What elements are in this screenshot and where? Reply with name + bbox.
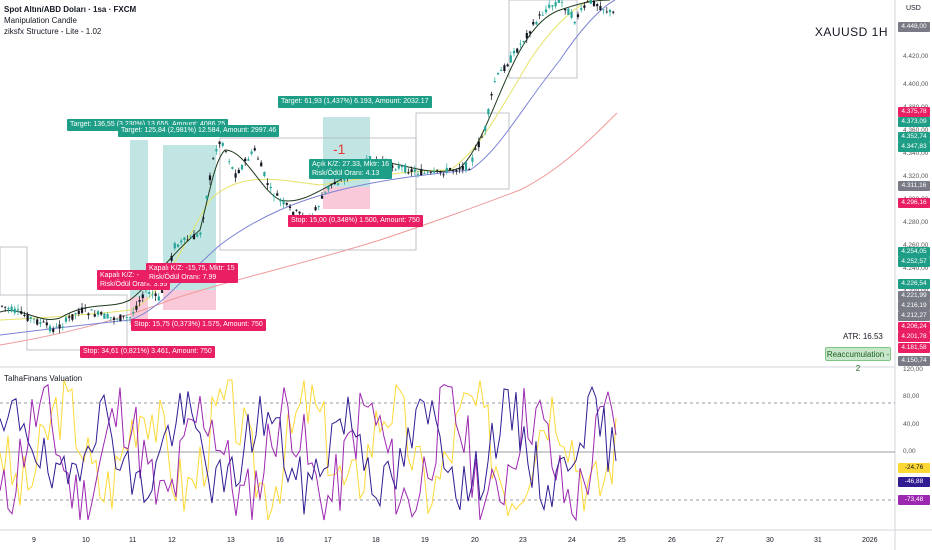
risk-reward-text: Risk/Ödül Oranı: 4.13 [312, 170, 380, 177]
price-label: 4.206,24 [898, 322, 930, 332]
time-tick: 12 [168, 537, 176, 544]
closed-pnl-text: Kapalı K/Z: - [100, 272, 139, 279]
price-label: 4.254,05 [898, 247, 930, 257]
closed-pnl-label-2[interactable]: Kapalı K/Z: -15,75, Mktr: 15 Risk/Ödül O… [146, 263, 238, 283]
price-label: 4.311,16 [898, 181, 930, 191]
time-tick: 19 [421, 537, 429, 544]
closed-pnl-text: Kapalı K/Z: -15,75, Mktr: 15 [149, 265, 235, 272]
stop-zone-3 [323, 187, 370, 209]
price-label: 4.181,58 [898, 343, 930, 353]
time-tick: 24 [568, 537, 576, 544]
target-zone-1 [130, 140, 148, 297]
risk-reward-text: Risk/Ödül Oranı: 3.95 [100, 281, 168, 288]
oscillator-tick: 40,00 [903, 421, 920, 428]
price-tick: 4.360,00 [903, 127, 929, 134]
price-tick: 4.260,00 [903, 242, 929, 249]
price-label: 4.347,83 [898, 142, 930, 152]
structure-count-label: -1 [333, 141, 346, 157]
ema-blue-line [0, 0, 616, 336]
price-label: 4.252,57 [898, 257, 930, 267]
time-tick: 30 [766, 537, 774, 544]
price-label: 4.448,00 [898, 22, 930, 32]
candlesticks [0, 0, 615, 335]
time-tick: 31 [814, 537, 822, 544]
price-label: 4.352,74 [898, 132, 930, 142]
currency-label: USD [906, 5, 921, 12]
price-tick: 4.280,00 [903, 219, 929, 226]
oscillator-value-label: -46,88 [898, 477, 930, 487]
time-tick: 26 [668, 537, 676, 544]
time-tick: 25 [618, 537, 626, 544]
price-tick: 4.420,00 [903, 53, 929, 60]
price-label: 4.201,78 [898, 332, 930, 342]
time-tick: 10 [82, 537, 90, 544]
ema-fast-line [0, 0, 611, 320]
time-tick: 18 [372, 537, 380, 544]
price-label: 4.150,74 [898, 356, 930, 366]
price-label: 4.375,78 [898, 107, 930, 117]
oscillator-tick: 80,00 [903, 393, 920, 400]
target-label-2[interactable]: Target: 125,84 (2,981%) 12.584, Amount: … [118, 125, 280, 137]
time-tick: 17 [324, 537, 332, 544]
price-tick: 4.400,00 [903, 81, 929, 88]
symbol-watermark: XAUUSD 1H [814, 25, 888, 39]
open-pnl-text: Açık K/Z: 27.33, Mktr: 16 [312, 161, 390, 168]
oscillator-tick: 120,00 [903, 366, 923, 373]
price-tick: 4.320,00 [903, 173, 929, 180]
ema-yellow-line [0, 0, 591, 321]
price-tick: 4.340,00 [903, 150, 929, 157]
time-tick: 27 [716, 537, 724, 544]
price-label: 4.221,99 [898, 291, 930, 301]
price-tick: 4.240,00 [903, 265, 929, 272]
stop-label-1[interactable]: Stop: 15,00 (0,348%) 1.500, Amount: 750 [288, 215, 423, 227]
atr-label: ATR: 16.53 [843, 332, 883, 341]
target-label-3[interactable]: Target: 61,93 (1,437%) 6.193, Amount: 20… [278, 96, 432, 108]
stop-zone-2 [163, 290, 216, 310]
price-label: 4.226,54 [898, 279, 930, 289]
time-tick: 16 [276, 537, 284, 544]
price-label: 4.212,27 [898, 311, 930, 321]
oscillator-value-label: -73,48 [898, 495, 930, 505]
stop-label-2[interactable]: Stop: 15,75 (0,373%) 1.575, Amount: 750 [131, 319, 266, 331]
stop-label-3[interactable]: Stop: 34,61 (0,821%) 3.461, Amount: 750 [80, 346, 215, 358]
structure-boxes [0, 0, 578, 351]
time-tick: 23 [519, 537, 527, 544]
oscillator-value-label: -24,76 [898, 463, 930, 473]
symbol-legend[interactable]: Spot Altın/ABD Doları · 1sa · FXCM [4, 5, 137, 14]
indicator-legend-manipulation[interactable]: Manipulation Candle [4, 16, 77, 25]
open-pnl-label[interactable]: Açık K/Z: 27.33, Mktr: 16 Risk/Ödül Oran… [309, 159, 393, 179]
time-tick: 9 [32, 537, 36, 544]
risk-reward-text: Risk/Ödül Oranı: 7.99 [149, 274, 217, 281]
price-label: 4.296,16 [898, 198, 930, 208]
oscillator-lines [0, 379, 617, 522]
time-tick: 13 [227, 537, 235, 544]
oscillator-legend[interactable]: TalhaFinans Valuation [4, 374, 83, 383]
reaccumulation-badge: Reaccumulation - 2 [825, 347, 891, 373]
oscillator-tick: 0,00 [903, 448, 916, 455]
time-tick: 11 [129, 537, 137, 544]
time-tick: 2026 [862, 537, 878, 544]
price-label: 4.216,19 [898, 301, 930, 311]
price-label: 4.373,09 [898, 117, 930, 127]
time-tick: 20 [471, 537, 479, 544]
indicator-legend-structure[interactable]: ziksfx Structure - Lite - 1.02 [4, 27, 102, 36]
